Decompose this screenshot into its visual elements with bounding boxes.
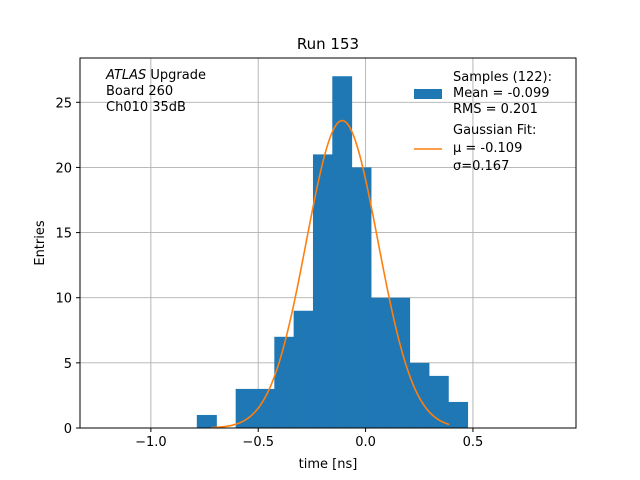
plot-frame — [79, 57, 577, 429]
x-tick-label: −1.0 — [135, 435, 167, 450]
x-axis-title: time [ns] — [299, 457, 358, 472]
y-tick-label: 20 — [55, 161, 72, 176]
histogram-bar — [196, 414, 217, 428]
histogram-bar — [409, 362, 430, 428]
y-tick-label: 25 — [55, 96, 72, 111]
gaussian-fit-curve-group — [210, 119, 450, 429]
legend-samples-text: RMS = 0.201 — [453, 102, 538, 117]
histogram-bar — [235, 388, 256, 428]
annotation-line: Board 260 — [106, 84, 173, 99]
legend-fit-text: μ = -0.109 — [453, 141, 522, 156]
histogram-bar — [274, 336, 295, 428]
legend-samples-text: Samples (122): — [453, 70, 552, 85]
legend-fit-text: σ=0.167 — [453, 159, 509, 174]
chart-title: Run 153 — [297, 35, 359, 53]
histogram-bar — [312, 154, 333, 428]
histogram-bar — [332, 76, 353, 428]
x-tick-label: −0.5 — [242, 435, 274, 450]
y-tick-label: 0 — [64, 422, 72, 437]
x-tick-label: 0.0 — [355, 435, 376, 450]
gaussian-fit-curve — [210, 119, 450, 429]
x-tick-label: 0.5 — [463, 435, 484, 450]
annotation-line: Ch010 35dB — [106, 100, 186, 115]
histogram-bar — [428, 375, 449, 428]
y-axis-title: Entries — [33, 220, 48, 266]
atlas-annotation: ATLAS Upgrade Board 260 Ch010 35dB — [105, 68, 206, 115]
annotation-line: ATLAS Upgrade — [105, 68, 206, 83]
axis-ticks: −1.0 −0.5 0.0 0.5 0 5 10 15 20 25 — [55, 96, 483, 450]
legend-samples-swatch — [414, 89, 442, 99]
y-tick-label: 15 — [55, 227, 72, 242]
histogram-bar — [254, 388, 275, 428]
legend-fit-text: Gaussian Fit: — [453, 123, 536, 138]
legend: Samples (122): Mean = -0.099 RMS = 0.201… — [414, 70, 552, 174]
histogram-bar — [370, 297, 391, 428]
histogram-bar — [448, 401, 469, 428]
histogram-bar — [390, 297, 411, 428]
histogram-bar — [351, 167, 372, 428]
y-tick-label: 5 — [64, 357, 72, 372]
histogram-bar — [293, 310, 314, 428]
y-tick-label: 10 — [55, 292, 72, 307]
histogram-bars — [196, 76, 469, 428]
legend-samples-text: Mean = -0.099 — [453, 86, 549, 101]
